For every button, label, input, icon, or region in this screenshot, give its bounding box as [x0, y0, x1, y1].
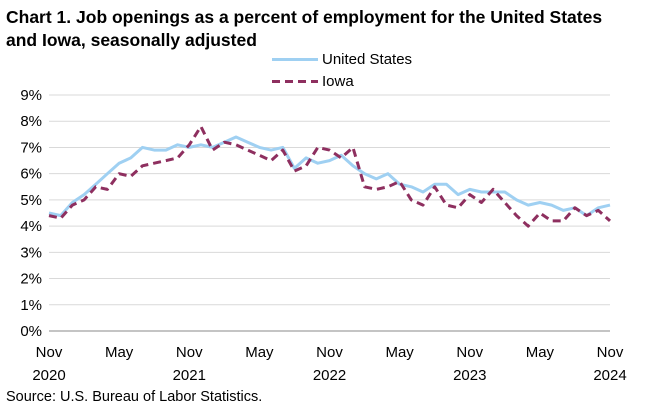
y-tick-label: 5% [20, 192, 42, 209]
x-tick-label: May [385, 344, 414, 361]
y-tick-label: 8% [20, 113, 42, 130]
y-tick-label: 1% [20, 297, 42, 314]
x-tick-label: Nov [36, 344, 63, 361]
legend-label-united-states: United States [322, 50, 413, 68]
x-tick-label: May [526, 344, 555, 361]
legend-item-iowa: Iowa [272, 70, 412, 92]
gridlines [49, 94, 610, 332]
x-tick-label: May [245, 344, 274, 361]
chart-title: Chart 1. Job openings as a percent of em… [6, 7, 603, 50]
source-note: Source: U.S. Bureau of Labor Statistics. [6, 389, 263, 405]
legend-swatch-united-states [272, 57, 318, 61]
x-tick-year-label: 2022 [313, 367, 346, 384]
y-tick-label: 9% [20, 87, 42, 104]
x-tick-label: May [105, 344, 134, 361]
x-axis-ticks: Nov 2020 May Nov 2021 May Nov 2022 May Nov 2023 May… [32, 344, 626, 384]
x-tick-year-label: 2023 [453, 367, 486, 384]
y-tick-label: 6% [20, 166, 42, 183]
legend-swatch-iowa [272, 79, 318, 83]
x-tick-label: Nov [176, 344, 203, 361]
legend: United States Iowa [272, 48, 412, 92]
x-tick-label: Nov [456, 344, 483, 361]
y-tick-label: 0% [20, 323, 42, 340]
x-tick-year-label: 2021 [173, 367, 206, 384]
legend-label-iowa: Iowa [322, 72, 354, 90]
x-tick-label: Nov [597, 344, 624, 361]
series-lines [48, 125, 612, 228]
y-tick-label: 3% [20, 244, 42, 261]
x-tick-year-label: 2024 [593, 367, 626, 384]
x-tick-label: Nov [316, 344, 343, 361]
y-tick-label: 4% [20, 218, 42, 235]
legend-item-united-states: United States [272, 48, 412, 70]
y-tick-label: 2% [20, 271, 42, 288]
x-tick-year-label: 2020 [32, 367, 65, 384]
y-axis-ticks: 0% 1% 2% 3% 4% 5% 6% 7% 8% 9% [20, 87, 42, 340]
y-tick-label: 7% [20, 139, 42, 156]
series-line-iowa [48, 125, 612, 228]
